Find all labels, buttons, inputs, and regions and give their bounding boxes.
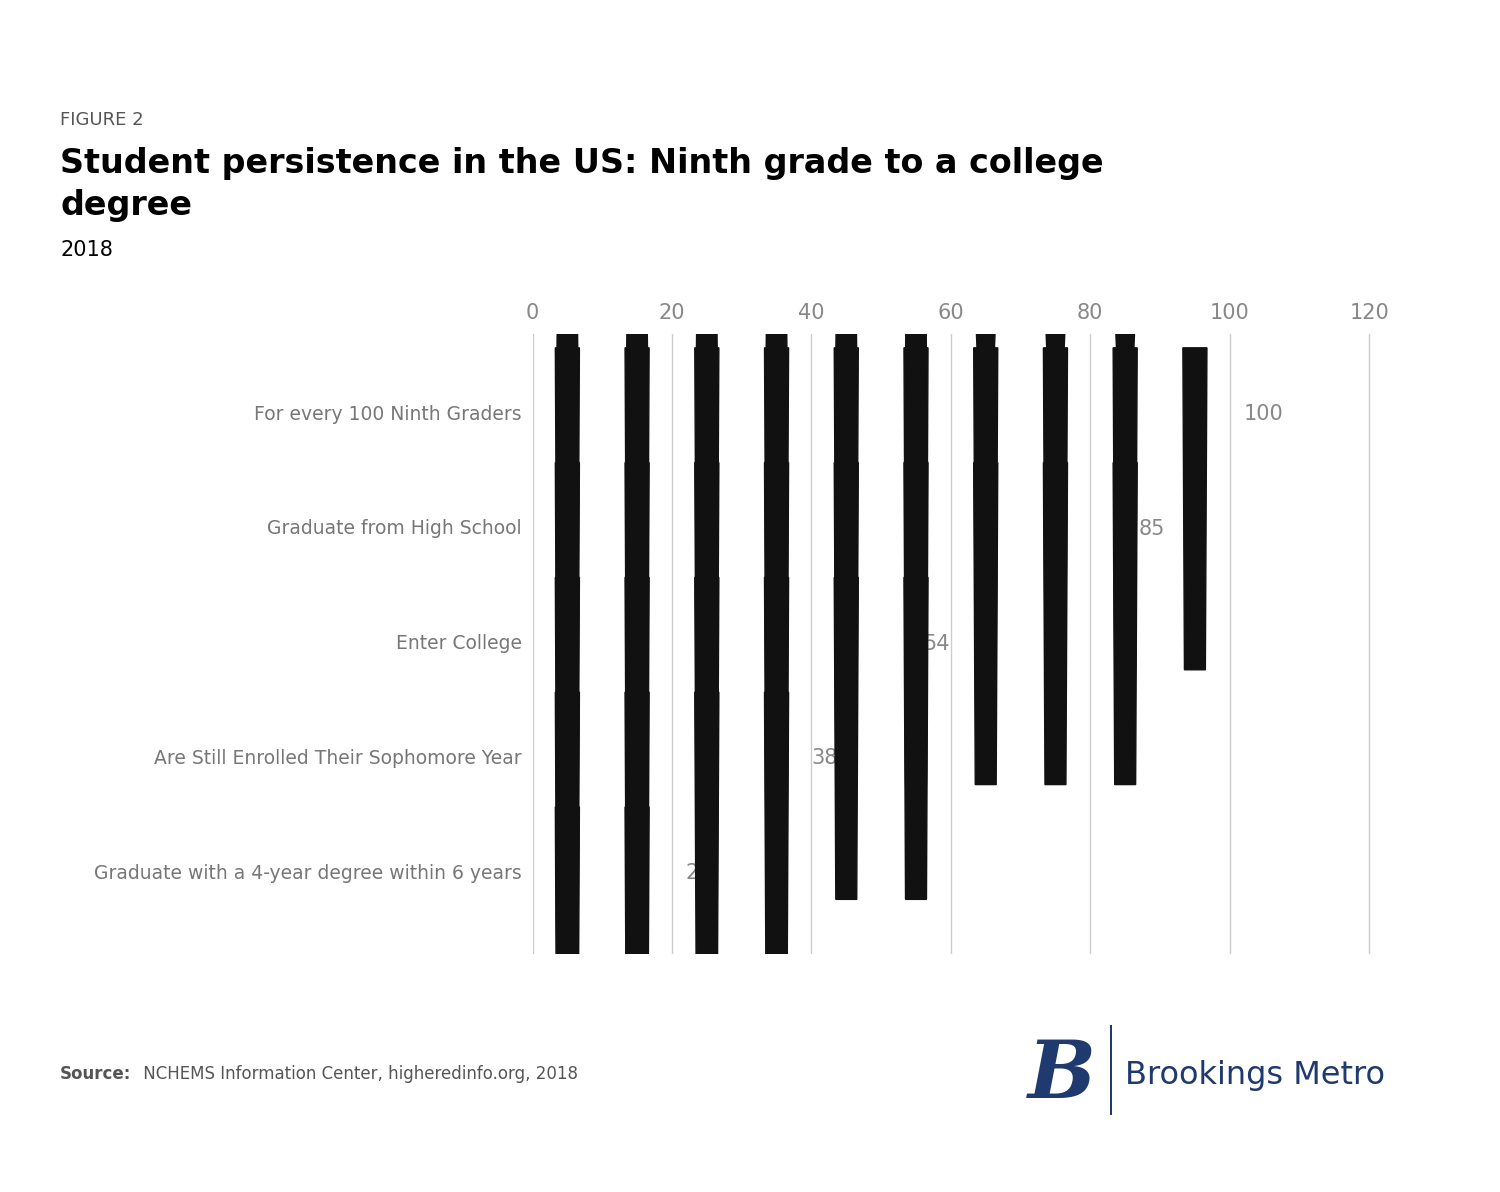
Text: For every 100 Ninth Graders: For every 100 Ninth Graders — [255, 404, 522, 423]
Text: degree: degree — [60, 188, 192, 222]
Polygon shape — [1044, 462, 1068, 784]
Polygon shape — [904, 348, 928, 670]
Polygon shape — [1113, 348, 1137, 670]
Polygon shape — [765, 577, 789, 900]
Circle shape — [975, 0, 996, 311]
Circle shape — [556, 82, 578, 427]
Text: 38: 38 — [812, 749, 838, 769]
Text: NCHEMS Information Center, higheredinfo.org, 2018: NCHEMS Information Center, higheredinfo.… — [138, 1064, 578, 1082]
Polygon shape — [555, 577, 579, 900]
Circle shape — [696, 82, 717, 427]
Circle shape — [627, 427, 648, 771]
Polygon shape — [765, 693, 789, 1014]
Polygon shape — [765, 348, 789, 670]
Polygon shape — [1184, 348, 1208, 670]
Polygon shape — [626, 807, 650, 1129]
Circle shape — [766, 82, 788, 427]
Polygon shape — [904, 462, 928, 784]
Circle shape — [906, 82, 927, 427]
Text: Graduate with a 4-year degree within 6 years: Graduate with a 4-year degree within 6 y… — [94, 864, 522, 883]
Circle shape — [556, 197, 578, 541]
Polygon shape — [626, 577, 650, 900]
Text: B: B — [1028, 1037, 1095, 1115]
Text: 100: 100 — [1244, 404, 1284, 424]
Circle shape — [906, 197, 927, 541]
Polygon shape — [834, 462, 858, 784]
Circle shape — [696, 0, 717, 311]
Polygon shape — [555, 348, 579, 670]
Circle shape — [836, 82, 856, 427]
Circle shape — [556, 311, 578, 656]
Polygon shape — [626, 348, 650, 670]
Polygon shape — [834, 348, 858, 670]
Circle shape — [556, 0, 578, 311]
Polygon shape — [974, 348, 998, 670]
Text: 2018: 2018 — [60, 241, 112, 260]
Text: 85: 85 — [1138, 519, 1166, 539]
Circle shape — [696, 311, 717, 656]
Circle shape — [556, 427, 578, 771]
Polygon shape — [834, 577, 858, 900]
Circle shape — [1114, 0, 1136, 311]
Text: Are Still Enrolled Their Sophomore Year: Are Still Enrolled Their Sophomore Year — [154, 749, 522, 768]
Polygon shape — [626, 462, 650, 784]
Circle shape — [627, 197, 648, 541]
Polygon shape — [904, 577, 928, 900]
Text: FIGURE 2: FIGURE 2 — [60, 111, 144, 129]
Circle shape — [906, 0, 927, 311]
Text: Brookings Metro: Brookings Metro — [1125, 1060, 1384, 1091]
Polygon shape — [974, 462, 998, 784]
Polygon shape — [1044, 348, 1068, 670]
Polygon shape — [694, 577, 718, 900]
Polygon shape — [1113, 462, 1137, 784]
Circle shape — [836, 197, 856, 541]
Text: Source:: Source: — [60, 1064, 132, 1082]
Polygon shape — [626, 693, 650, 1014]
Text: Student persistence in the US: Ninth grade to a college: Student persistence in the US: Ninth gra… — [60, 147, 1104, 180]
Polygon shape — [694, 462, 718, 784]
Text: Graduate from High School: Graduate from High School — [267, 520, 522, 539]
Circle shape — [975, 82, 996, 427]
Circle shape — [766, 0, 788, 311]
Text: 54: 54 — [922, 634, 950, 653]
Circle shape — [1046, 0, 1066, 311]
Circle shape — [627, 0, 648, 311]
Text: Enter College: Enter College — [396, 634, 522, 653]
Polygon shape — [694, 348, 718, 670]
Polygon shape — [765, 462, 789, 784]
Circle shape — [1046, 82, 1066, 427]
Circle shape — [766, 197, 788, 541]
Circle shape — [1185, 0, 1206, 311]
Circle shape — [766, 311, 788, 656]
Text: 20: 20 — [686, 863, 712, 883]
Circle shape — [627, 311, 648, 656]
Polygon shape — [555, 807, 579, 1129]
Polygon shape — [694, 693, 718, 1014]
Polygon shape — [555, 462, 579, 784]
Polygon shape — [555, 693, 579, 1014]
Circle shape — [836, 0, 856, 311]
Circle shape — [1114, 82, 1136, 427]
Circle shape — [696, 197, 717, 541]
Circle shape — [627, 82, 648, 427]
